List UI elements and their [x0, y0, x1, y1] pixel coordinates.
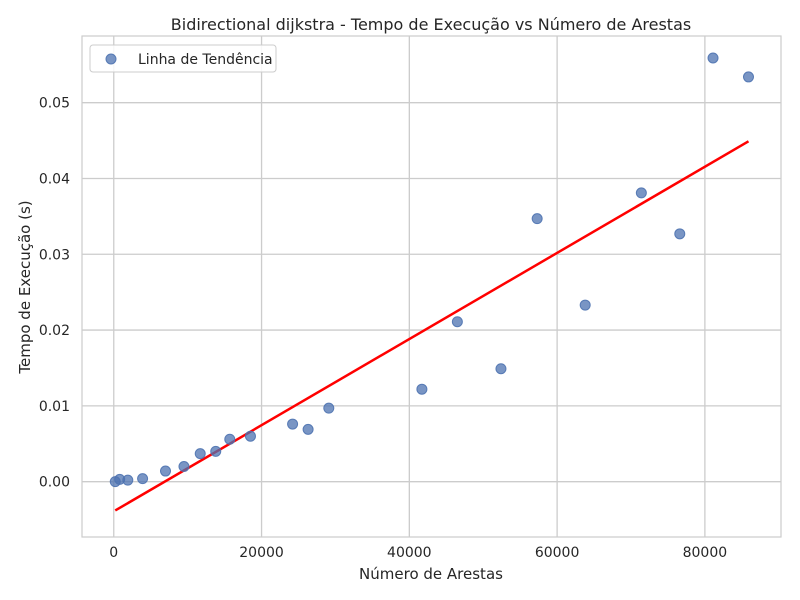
scatter-point [707, 52, 719, 64]
scatter-point [224, 433, 236, 445]
y-axis-title: Tempo de Execução (s) [16, 200, 34, 374]
y-axis-ticks: 0.00 0.01 0.02 0.03 0.04 0.05 [39, 96, 70, 491]
y-tick-label: 0.05 [39, 96, 70, 112]
x-tick-label: 60000 [535, 545, 580, 561]
x-axis-ticks: 0 20000 40000 60000 80000 [109, 545, 727, 561]
scatter-point [742, 71, 754, 83]
legend: Linha de Tendência [89, 44, 277, 73]
legend-frame [89, 44, 277, 73]
scatter-points [109, 52, 754, 488]
scatter-point [323, 402, 335, 414]
scatter-point [210, 445, 222, 457]
scatter-point [495, 363, 507, 375]
x-tick-label: 80000 [683, 545, 728, 561]
scatter-point [178, 461, 190, 473]
x-tick-label: 40000 [387, 545, 432, 561]
x-axis-title: Número de Arestas [359, 565, 503, 583]
grid [82, 36, 781, 537]
trend-line-group [114, 140, 750, 512]
chart-title: Bidirectional dijkstra - Tempo de Execuç… [171, 15, 691, 34]
scatter-point [579, 299, 591, 311]
scatter-point [137, 473, 149, 485]
y-tick-label: 0.02 [39, 323, 70, 339]
trend-line [114, 140, 750, 512]
y-tick-label: 0.01 [39, 399, 70, 415]
scatter-point [302, 423, 314, 435]
scatter-point [194, 448, 206, 460]
scatter-point [287, 418, 299, 430]
scatter-point [635, 187, 647, 199]
y-tick-label: 0.04 [39, 171, 70, 187]
legend-marker [105, 53, 117, 65]
scatter-point [416, 383, 428, 395]
scatter-point [451, 316, 463, 328]
scatter-point [122, 474, 134, 486]
scatter-point [244, 430, 256, 442]
y-tick-label: 0.03 [39, 247, 70, 263]
legend-label: Linha de Tendência [138, 52, 273, 68]
x-tick-label: 0 [109, 545, 118, 561]
x-tick-label: 20000 [239, 545, 284, 561]
scatter-point [531, 213, 543, 225]
scatter-point [159, 465, 171, 477]
y-tick-label: 0.00 [39, 475, 70, 491]
scatter-point [674, 228, 686, 240]
